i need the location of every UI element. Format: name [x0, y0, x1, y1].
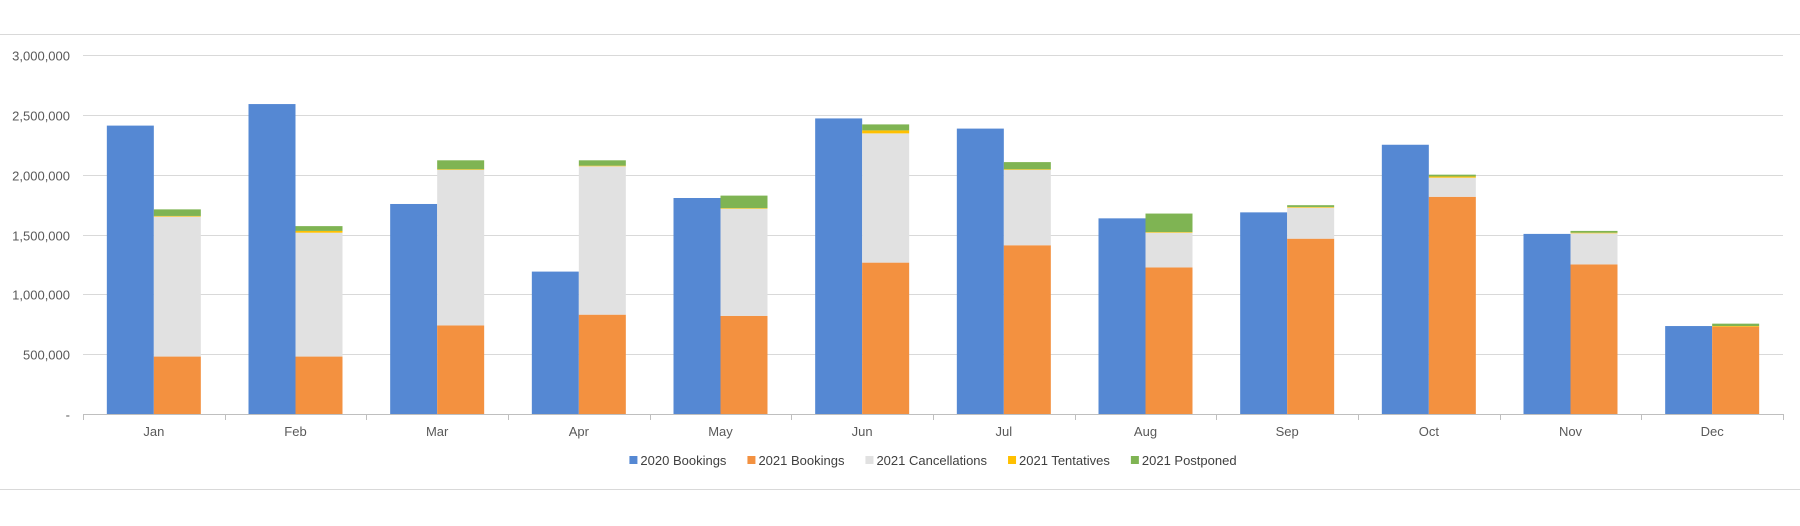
bar-2020-bookings-jan [106, 125, 154, 414]
y-tick-label: 500,000 [23, 348, 70, 363]
bar-2021-postponed-sep [1287, 205, 1335, 207]
bar-2021-postponed-feb [295, 226, 343, 231]
bar-2021-tentatives-may [720, 208, 768, 209]
bar-2021-postponed-dec [1712, 323, 1760, 327]
bar-2020-bookings-aug [1098, 218, 1146, 414]
x-axis [83, 414, 1784, 420]
x-tick-label: Sep [1276, 424, 1299, 439]
bar-2021-bookings-aug [1145, 267, 1193, 414]
bar-2021-postponed-apr [578, 160, 626, 166]
bar-2020-bookings-nov [1523, 233, 1571, 414]
bar-2021-postponed-oct [1428, 174, 1476, 177]
bar-2021-bookings-jul [1003, 245, 1051, 414]
x-tick-label: Aug [1134, 424, 1157, 439]
legend-label-2021-postponed: 2021 Postponed [1142, 453, 1237, 468]
bar-2021-postponed-jun [862, 124, 910, 131]
bar-2021-tentatives-aug [1145, 232, 1193, 233]
bar-2021-tentatives-sep [1287, 206, 1335, 208]
bar-2021-postponed-may [720, 195, 768, 209]
x-tick-label: Mar [426, 424, 449, 439]
x-tick-label: Oct [1419, 424, 1440, 439]
legend-label-2020-bookings: 2020 Bookings [640, 453, 727, 468]
bar-2021-cancellations-feb [295, 232, 343, 357]
x-tick-label: Jul [996, 424, 1013, 439]
bar-2021-tentatives-jul [1003, 169, 1051, 170]
bar-2021-cancellations-apr [578, 166, 626, 315]
bar-2021-bookings-dec [1712, 326, 1760, 414]
x-tick-label: Feb [284, 424, 306, 439]
bar-2021-cancellations-mar [437, 169, 485, 326]
bar-2021-tentatives-jan [153, 215, 201, 217]
bar-2021-tentatives-oct [1428, 176, 1476, 178]
bar-2020-bookings-feb [248, 104, 296, 415]
gridlines [83, 55, 1783, 355]
y-tick-label: 1,500,000 [12, 229, 70, 244]
bar-2020-bookings-sep [1240, 212, 1288, 414]
legend-swatch-2021-tentatives [1008, 456, 1017, 464]
bar-2020-bookings-may [673, 198, 721, 414]
bar-2021-bookings-feb [295, 356, 343, 414]
legend-swatch-2021-postponed [1130, 456, 1139, 464]
bar-2021-bookings-nov [1570, 264, 1618, 414]
legend-label-2021-tentatives: 2021 Tentatives [1019, 453, 1110, 468]
bar-2021-postponed-jul [1003, 162, 1051, 170]
y-axis-ticks: - 500,000 1,000,000 1,500,000 2,000,000 2,500… [12, 49, 70, 423]
bar-2021-tentatives-mar [437, 169, 485, 170]
legend-swatch-2020-bookings [629, 456, 638, 464]
y-tick-label: 2,500,000 [12, 109, 70, 124]
x-tick-label: May [708, 424, 733, 439]
y-tick-label: 1,000,000 [12, 288, 70, 303]
bar-2021-postponed-nov [1570, 230, 1618, 233]
x-tick-label: Jun [852, 424, 873, 439]
bar-2021-bookings-oct [1428, 196, 1476, 414]
bar-2021-bookings-jun [862, 262, 910, 414]
bar-2021-postponed-aug [1145, 213, 1193, 233]
bar-2021-bookings-apr [578, 314, 626, 414]
bar-2021-bookings-mar [437, 325, 485, 414]
legend-swatch-2021-bookings [747, 456, 756, 464]
bar-2021-postponed-jan [153, 209, 201, 216]
legend-swatch-2021-cancellations [865, 456, 874, 464]
x-tick-label: Apr [569, 424, 590, 439]
bars [106, 104, 1760, 415]
bar-2021-bookings-jan [153, 356, 201, 414]
bar-2021-cancellations-jun [862, 133, 910, 263]
bar-2021-bookings-sep [1287, 238, 1335, 414]
bar-2021-cancellations-sep [1287, 207, 1335, 239]
bar-2021-cancellations-oct [1428, 177, 1476, 197]
legend-label-2021-bookings: 2021 Bookings [758, 453, 845, 468]
x-tick-label: Dec [1701, 424, 1725, 439]
bar-2021-tentatives-nov [1570, 232, 1618, 234]
bar-2021-tentatives-dec [1712, 326, 1760, 327]
legend: 2020 Bookings 2021 Bookings 2021 Cancellat… [629, 453, 1237, 468]
legend-label-2021-cancellations: 2021 Cancellations [876, 453, 987, 468]
bar-2021-bookings-may [720, 315, 768, 414]
bar-2021-tentatives-jun [862, 130, 910, 134]
x-tick-label: Jan [143, 424, 164, 439]
x-axis-ticks: Jan Feb Mar Apr May Jun Jul Aug Sep Oct Nov Dec [143, 424, 1724, 439]
x-tick-label: Nov [1559, 424, 1583, 439]
bar-2020-bookings-jul [956, 128, 1004, 414]
bar-2021-cancellations-jul [1003, 169, 1051, 246]
bar-2020-bookings-oct [1381, 144, 1429, 414]
bar-2021-tentatives-feb [295, 230, 343, 233]
bar-2020-bookings-apr [531, 271, 579, 414]
bar-2021-postponed-mar [437, 160, 485, 170]
bar-2021-cancellations-jan [153, 216, 201, 357]
bar-2021-cancellations-may [720, 208, 768, 316]
y-tick-label: 3,000,000 [12, 49, 70, 64]
bar-2020-bookings-dec [1665, 326, 1713, 414]
y-tick-label: - [66, 408, 70, 423]
bar-2021-cancellations-nov [1570, 233, 1618, 265]
y-tick-label: 2,000,000 [12, 169, 70, 184]
bar-2020-bookings-jun [815, 118, 863, 414]
bar-2021-cancellations-aug [1145, 232, 1193, 268]
bar-2021-tentatives-apr [578, 165, 626, 167]
bar-2020-bookings-mar [390, 203, 438, 414]
